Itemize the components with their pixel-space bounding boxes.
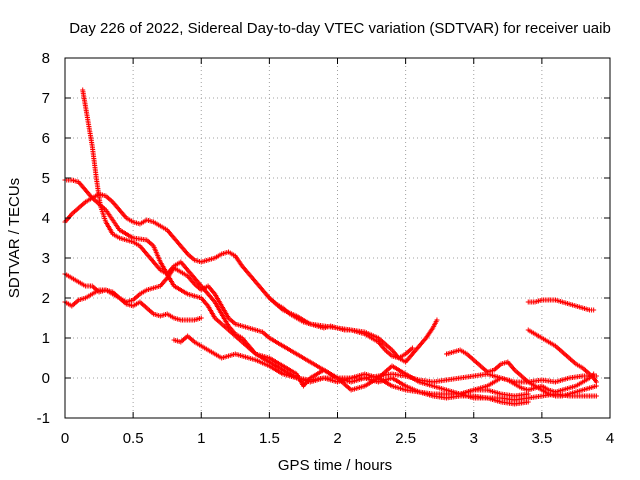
tick-label-layer: 0 0.5 1 1.5 2 2.5 3 3.5 4 -1 0 1 2 3 4 5 6 7 8 bbox=[37, 50, 615, 447]
y-tick-label: 7 bbox=[42, 90, 50, 107]
x-tick-label: 4 bbox=[606, 430, 614, 447]
grid-layer bbox=[65, 58, 610, 418]
series-track-j bbox=[525, 297, 597, 313]
y-tick-label: 1 bbox=[42, 330, 50, 347]
y-tick-label: 3 bbox=[42, 250, 50, 267]
series-track-g bbox=[266, 295, 415, 361]
x-tick-label: 3 bbox=[470, 430, 478, 447]
y-tick-label: 0 bbox=[42, 370, 50, 387]
chart-title: Day 226 of 2022, Sidereal Day-to-day VTE… bbox=[69, 20, 611, 37]
y-tick-label: 8 bbox=[42, 50, 50, 67]
data-point bbox=[593, 373, 599, 379]
data-point bbox=[593, 379, 599, 385]
y-tick-label: 2 bbox=[42, 290, 50, 307]
y-tick-label: 4 bbox=[42, 210, 50, 227]
x-tick-label: 0 bbox=[61, 430, 69, 447]
data-point bbox=[434, 317, 440, 323]
data-point bbox=[591, 307, 597, 313]
series-track-k bbox=[457, 371, 597, 397]
x-tick-label: 0.5 bbox=[123, 430, 144, 447]
x-tick-label: 2.5 bbox=[395, 430, 416, 447]
x-axis-label: GPS time / hours bbox=[278, 457, 392, 474]
x-tick-label: 2 bbox=[333, 430, 341, 447]
series-track-e bbox=[62, 287, 204, 323]
y-axis-label: SDTVAR / TECUs bbox=[6, 178, 23, 298]
x-tick-label: 1.5 bbox=[259, 430, 280, 447]
data-point bbox=[593, 393, 599, 399]
x-tick-label: 1 bbox=[197, 430, 205, 447]
y-tick-label: 6 bbox=[42, 130, 50, 147]
data-point bbox=[591, 371, 597, 377]
y-tick-label: -1 bbox=[37, 410, 50, 427]
data-point bbox=[198, 315, 204, 321]
data-point bbox=[409, 345, 415, 351]
x-tick-label: 3.5 bbox=[531, 430, 552, 447]
data-layer bbox=[62, 87, 599, 407]
tick-layer bbox=[64, 57, 611, 419]
y-tick-label: 5 bbox=[42, 170, 50, 187]
